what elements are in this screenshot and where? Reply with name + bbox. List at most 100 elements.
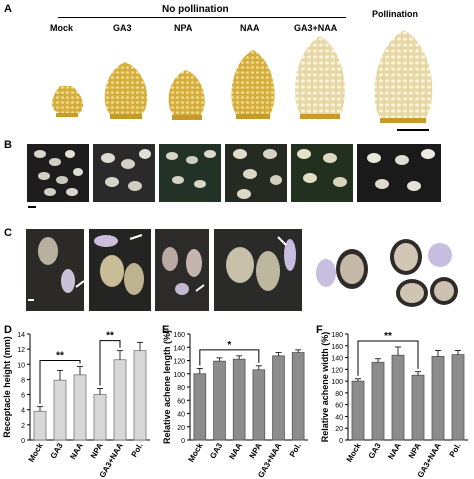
panel-label-e: E	[162, 324, 170, 336]
y-tick-label: 100	[331, 379, 343, 386]
panel-label-f: F	[316, 324, 323, 336]
section-photo-mock	[26, 229, 85, 311]
bar-ga3	[53, 379, 67, 441]
category-label-naa: NAA	[68, 441, 85, 461]
significance-marker: *	[227, 340, 231, 351]
category-label-mock: Mock	[27, 441, 45, 464]
category-label-pol: Pol.	[448, 442, 463, 459]
y-tick-label: 100	[173, 372, 185, 379]
scale-bar-b	[28, 206, 36, 208]
bar-pol	[451, 354, 465, 441]
bar-ga3	[213, 360, 226, 441]
achene-section-photos	[26, 229, 470, 311]
category-label-ga3: GA3	[208, 441, 224, 460]
y-tick-label: 140	[173, 345, 185, 352]
panel-label-a: A	[4, 3, 12, 15]
y-tick-label: 20	[335, 426, 343, 433]
y-axis-label: Relative achene width (%)	[320, 332, 330, 443]
column-label-npa: NPA	[174, 23, 193, 33]
bar-ga3-naa	[431, 355, 445, 441]
receptacle-naa	[231, 50, 275, 119]
section-photo-naa	[214, 229, 302, 311]
y-tick-label: 20	[177, 425, 185, 432]
achene-photo-ga3-naa	[291, 144, 353, 202]
y-tick-label: 160	[331, 344, 343, 351]
category-label-ga3: GA3	[367, 441, 383, 460]
significance-marker: **	[106, 331, 114, 342]
bar-npa	[411, 374, 425, 441]
y-axis-label: Receptacle height (mm)	[2, 336, 12, 438]
bar-naa	[73, 374, 87, 441]
y-tick-label: 40	[335, 414, 343, 421]
strawberry-receptacle-photos	[51, 30, 433, 131]
receptacle-npa	[168, 70, 205, 120]
y-tick-label: 180	[331, 332, 343, 339]
category-label-mock: Mock	[187, 441, 205, 464]
y-tick-label: 6	[21, 393, 25, 400]
panel-label-d: D	[4, 324, 12, 336]
category-label-mock: Mock	[345, 441, 363, 464]
y-axis-label: Relative achene length (%)	[162, 330, 172, 444]
column-label-pollination: Pollination	[372, 9, 418, 19]
significance-bracket	[39, 360, 81, 404]
section-photo-pollination	[380, 229, 470, 311]
panel-label-b: B	[4, 139, 12, 151]
achene-photo-ga3	[93, 144, 155, 202]
achene-photo-pollination	[357, 144, 441, 202]
section-photo-ga3	[89, 229, 151, 311]
y-tick-label: 80	[177, 385, 185, 392]
column-label-ga3: GA3	[113, 23, 132, 33]
y-tick-label: 60	[177, 398, 185, 405]
y-tick-label: 8	[21, 377, 25, 384]
panel-label-c: C	[4, 227, 12, 239]
y-tick-label: 2	[21, 423, 25, 430]
category-label-ga3: GA3	[49, 441, 65, 460]
column-label-ga3-naa: GA3+NAA	[294, 23, 338, 33]
receptacle-ga3-naa	[295, 36, 345, 119]
significance-marker: **	[56, 351, 64, 362]
bar-mock	[193, 373, 207, 441]
y-tick-label: 4	[21, 408, 25, 415]
category-label-pol: Pol.	[130, 442, 145, 459]
category-label-npa: NPA	[407, 441, 423, 460]
receptacle-mock	[51, 86, 84, 117]
y-tick-label: 0	[339, 438, 343, 445]
section-photo-ga3-naa	[306, 229, 378, 311]
achene-photos-row	[27, 144, 441, 208]
y-tick-label: 10	[17, 362, 25, 369]
y-tick-label: 0	[181, 438, 185, 445]
no-pollination-header: No pollination	[162, 4, 229, 15]
achene-photo-npa	[159, 144, 221, 202]
y-tick-label: 120	[173, 359, 185, 366]
significance-bracket	[199, 349, 260, 366]
column-label-naa: NAA	[240, 23, 260, 33]
bar-npa	[93, 394, 107, 441]
column-label-mock: Mock	[50, 23, 74, 33]
category-label-naa: NAA	[386, 441, 403, 461]
bar-ga3-naa	[113, 359, 127, 441]
category-label-npa: NPA	[89, 441, 105, 460]
bar-ga3	[371, 361, 385, 441]
significance-bracket	[99, 340, 121, 386]
significance-marker: **	[384, 331, 392, 342]
no-pollination-rule	[58, 17, 346, 18]
bar-naa	[232, 358, 246, 441]
achene-photo-mock	[27, 144, 89, 202]
receptacle-pollination	[374, 30, 433, 123]
y-tick-label: 120	[331, 367, 343, 374]
significance-bracket	[357, 340, 419, 376]
bar-mock	[33, 410, 47, 441]
achene-photo-naa	[225, 144, 287, 202]
y-tick-label: 60	[335, 403, 343, 410]
receptacle-ga3	[104, 62, 148, 119]
y-tick-label: 14	[17, 332, 25, 339]
y-tick-label: 80	[335, 391, 343, 398]
section-photo-npa	[155, 229, 209, 311]
scale-bar-a	[397, 129, 429, 131]
y-tick-label: 140	[331, 356, 343, 363]
chart-receptacle-height: 0 2 4 6 8 10 12 14 Receptacle height (mm) Mock GA3…	[2, 331, 150, 479]
category-label-naa: NAA	[227, 441, 244, 461]
bar-npa	[252, 369, 266, 441]
